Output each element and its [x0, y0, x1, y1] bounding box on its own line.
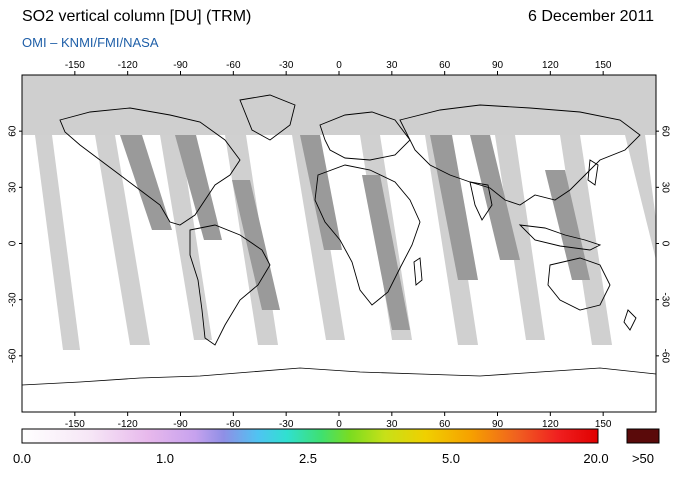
lat-tick-right-label: 60: [659, 126, 670, 138]
colorbar: [21, 428, 599, 444]
swath-gaps-dark: [120, 135, 590, 330]
lon-tick-top-label: -30: [279, 60, 294, 71]
lon-tick-top-label: 120: [542, 60, 559, 71]
lon-tick-bottom-label: -150: [65, 419, 85, 430]
source-credit: OMI – KNMI/FMI/NASA: [22, 35, 159, 50]
date-label: 6 December 2011: [528, 8, 654, 25]
lat-tick-right-label: 0: [659, 241, 670, 247]
lat-ticks-right: 60 30 0 -30 -60: [656, 126, 670, 364]
page-title: SO2 vertical column [DU] (TRM): [22, 8, 252, 25]
lat-tick-left-label: -30: [8, 292, 19, 307]
lat-tick-right-label: 30: [659, 182, 670, 194]
lon-tick-top-label: 150: [595, 60, 612, 71]
lon-tick-bottom-label: -30: [279, 419, 294, 430]
lon-tick-top-label: 30: [386, 60, 398, 71]
colorbar-label: 20.0: [583, 451, 608, 466]
lon-tick-bottom-label: -120: [118, 419, 138, 430]
colorbar-labels: 0.0 1.0 2.5 5.0 20.0 >50: [13, 451, 654, 466]
lon-tick-bottom-label: 150: [595, 419, 612, 430]
lon-tick-bottom-label: 60: [439, 419, 451, 430]
lon-tick-top-label: -60: [226, 60, 241, 71]
colorbar-label: 5.0: [442, 451, 460, 466]
lon-tick-top-label: 0: [336, 60, 342, 71]
lon-tick-bottom-label: 30: [386, 419, 398, 430]
lat-tick-left-label: 60: [8, 125, 19, 137]
antarctica: [22, 367, 656, 412]
colorbar-label: 2.5: [299, 451, 317, 466]
lon-tick-bottom-label: 90: [492, 419, 504, 430]
lon-tick-bottom-label: 120: [542, 419, 559, 430]
lat-tick-left-label: -60: [8, 348, 19, 363]
lat-tick-right-label: -60: [659, 349, 670, 364]
lon-tick-top-label: 90: [492, 60, 504, 71]
lon-tick-bottom-label: 0: [336, 419, 342, 430]
colorbar-over-label: >50: [632, 451, 654, 466]
lon-tick-top-label: -120: [118, 60, 138, 71]
map-panel: [22, 75, 656, 412]
lon-tick-top-label: -90: [173, 60, 188, 71]
lon-tick-top-label: -150: [65, 60, 85, 71]
colorbar-label: 1.0: [156, 451, 174, 466]
lon-ticks-bottom: -150 -120 -90 -60 -30 0 30 60 90 120 150: [65, 412, 612, 430]
coastlines: [59, 94, 641, 346]
lat-ticks-left: 60 30 0 -30 -60: [8, 125, 22, 363]
colorbar-label: 0.0: [13, 451, 31, 466]
north-no-data-region: [22, 75, 656, 135]
lon-tick-bottom-label: -90: [173, 419, 188, 430]
lon-tick-bottom-label: -60: [226, 419, 241, 430]
colorbar-over: [626, 428, 660, 444]
lon-ticks-top: -150 -120 -90 -60 -30 0 30 60 90 120 150: [65, 60, 612, 75]
lon-tick-top-label: 60: [439, 60, 451, 71]
lat-tick-left-label: 30: [8, 181, 19, 193]
lat-tick-right-label: -30: [659, 292, 670, 307]
lat-tick-left-label: 0: [8, 240, 19, 246]
